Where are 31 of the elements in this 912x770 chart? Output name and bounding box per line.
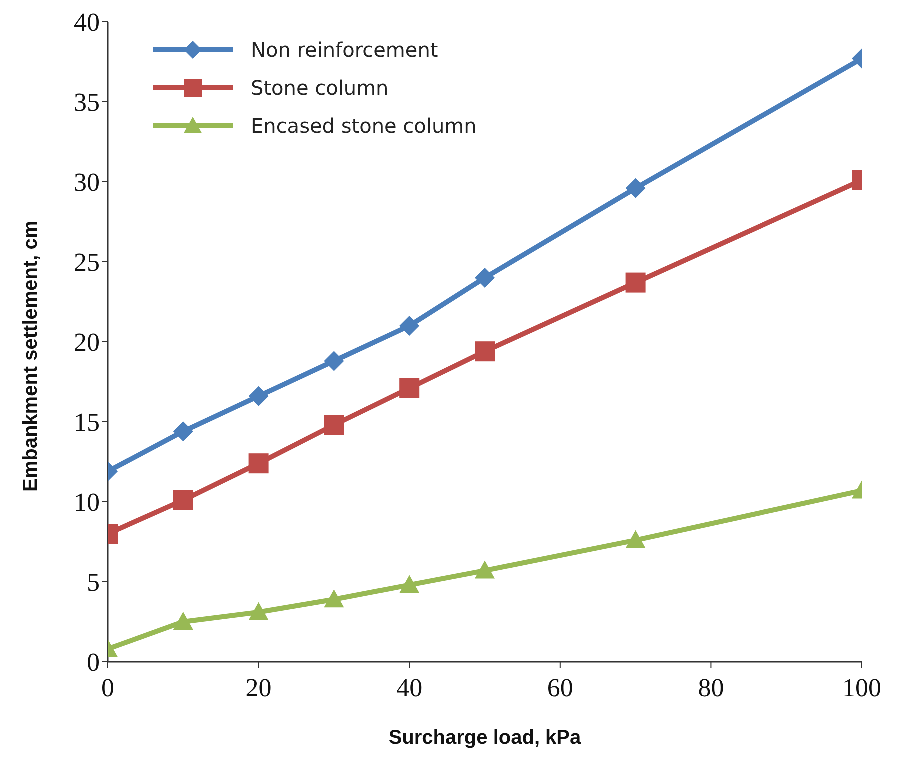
y-tick-label: 30	[74, 168, 100, 198]
point	[400, 316, 420, 336]
point	[475, 560, 495, 579]
y-tick-label: 5	[87, 568, 100, 598]
legend-label: Stone column	[251, 76, 389, 100]
point	[324, 351, 344, 372]
y-tick-label: 15	[74, 408, 100, 438]
point	[475, 268, 495, 288]
y-tick-label: 0	[87, 648, 100, 678]
x-tick-label: 60	[547, 673, 574, 702]
x-axis-title: Surcharge load, kPa	[388, 727, 582, 749]
x-tick-label: 20	[246, 673, 272, 702]
point	[248, 602, 269, 620]
x-tick-label: 100	[842, 673, 882, 702]
x-tick-label: 80	[698, 673, 724, 702]
y-tick-label: 10	[74, 488, 100, 518]
y-tick-label: 20	[74, 328, 100, 358]
y-tick-label: 35	[74, 88, 100, 118]
point	[475, 342, 495, 362]
y-tick-label: 25	[74, 248, 100, 278]
point	[400, 575, 420, 594]
point	[324, 415, 344, 436]
x-tick-label: 40	[396, 673, 423, 702]
legend-label: Encased stone column	[251, 114, 477, 138]
point	[248, 386, 269, 406]
y-axis-title: Embankment settlement, cm	[20, 220, 42, 492]
point	[400, 378, 420, 398]
point	[248, 454, 269, 474]
point	[324, 590, 344, 608]
legend-label: Non reinforcement	[251, 38, 438, 62]
y-tick-label: 40	[74, 8, 100, 38]
